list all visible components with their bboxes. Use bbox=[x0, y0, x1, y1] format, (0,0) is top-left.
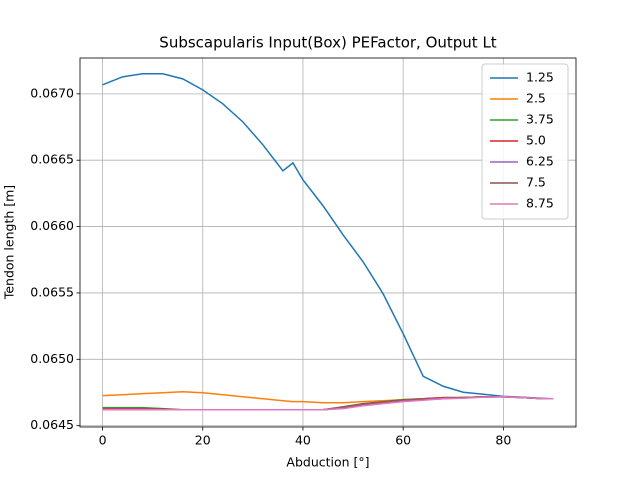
y-tick-label: 0.0655 bbox=[30, 284, 74, 299]
legend-label: 5.0 bbox=[526, 133, 546, 148]
y-tick-label: 0.0645 bbox=[30, 417, 74, 432]
x-tick-label: 20 bbox=[195, 433, 211, 448]
y-axis-label: Tendon length [m] bbox=[2, 185, 17, 300]
y-tick-label: 0.0670 bbox=[30, 85, 74, 100]
series-line bbox=[102, 73, 554, 400]
legend-label: 2.5 bbox=[526, 91, 546, 106]
y-tick-label: 0.0650 bbox=[30, 351, 74, 366]
legend-label: 7.5 bbox=[526, 175, 546, 190]
legend-label: 1.25 bbox=[526, 70, 554, 85]
chart-title: Subscapularis Input(Box) PEFactor, Outpu… bbox=[159, 34, 497, 52]
plot-frame bbox=[79, 57, 577, 428]
y-tick-label: 0.0665 bbox=[30, 152, 74, 167]
legend-box bbox=[481, 63, 569, 220]
legend-label: 8.75 bbox=[526, 196, 554, 211]
series-line bbox=[102, 395, 554, 411]
x-tick-label: 40 bbox=[295, 433, 311, 448]
x-axis-label: Abduction [°] bbox=[286, 455, 369, 470]
y-tick-label: 0.0660 bbox=[30, 218, 74, 233]
legend-label: 6.25 bbox=[526, 154, 554, 169]
x-tick-label: 0 bbox=[99, 433, 107, 448]
legend-label: 3.75 bbox=[526, 112, 554, 127]
x-tick-label: 80 bbox=[495, 433, 511, 448]
x-tick-label: 60 bbox=[395, 433, 411, 448]
